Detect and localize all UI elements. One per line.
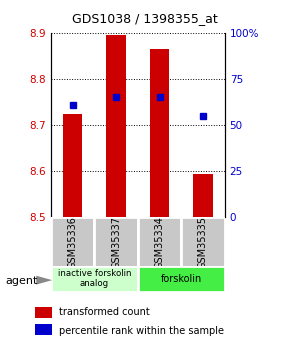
- Bar: [193, 175, 213, 217]
- Bar: [181, 217, 225, 267]
- Text: inactive forskolin
analog: inactive forskolin analog: [57, 269, 131, 288]
- Text: GSM35335: GSM35335: [198, 216, 208, 269]
- Bar: [51, 266, 138, 292]
- Bar: [35, 307, 52, 318]
- Text: GSM35334: GSM35334: [155, 216, 164, 269]
- Text: GSM35336: GSM35336: [68, 216, 77, 269]
- Text: forskolin: forskolin: [161, 274, 202, 284]
- Bar: [138, 266, 225, 292]
- Bar: [150, 49, 169, 217]
- Bar: [63, 114, 82, 217]
- Polygon shape: [36, 276, 52, 285]
- Bar: [51, 217, 94, 267]
- Text: percentile rank within the sample: percentile rank within the sample: [59, 326, 224, 335]
- Bar: [94, 217, 138, 267]
- Bar: [35, 324, 52, 335]
- Bar: [138, 217, 181, 267]
- Text: GSM35337: GSM35337: [111, 216, 121, 269]
- Text: agent: agent: [6, 276, 38, 286]
- Text: transformed count: transformed count: [59, 307, 150, 317]
- Text: GDS1038 / 1398355_at: GDS1038 / 1398355_at: [72, 12, 218, 25]
- Bar: [106, 35, 126, 217]
